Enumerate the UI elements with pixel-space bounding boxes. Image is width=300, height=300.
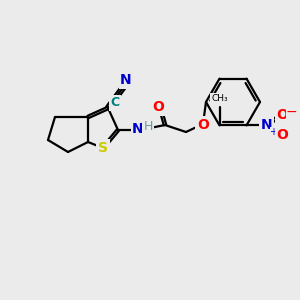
Text: +: + (269, 128, 278, 137)
Text: N: N (120, 73, 132, 87)
Text: O: O (277, 108, 288, 122)
Text: O: O (197, 118, 209, 132)
Text: H: H (143, 121, 153, 134)
Text: −: − (286, 104, 297, 118)
Text: CH₃: CH₃ (211, 94, 228, 103)
Text: C: C (110, 96, 119, 110)
Text: N: N (132, 122, 144, 136)
Text: O: O (277, 128, 288, 142)
Text: N: N (261, 118, 272, 132)
Text: O: O (152, 100, 164, 114)
Text: S: S (98, 141, 108, 155)
